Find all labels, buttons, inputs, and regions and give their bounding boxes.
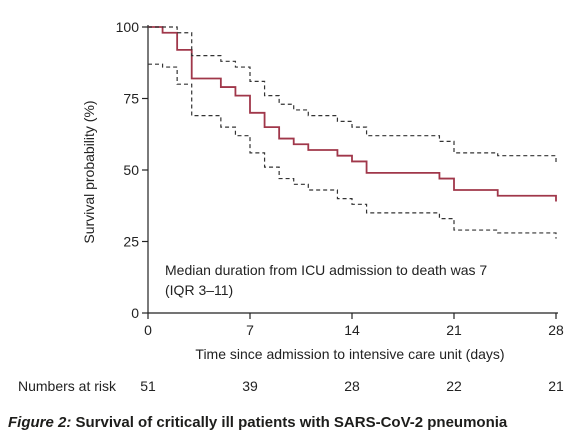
x-tick-label: 14 xyxy=(344,322,360,338)
x-axis-title: Time since admission to intensive care u… xyxy=(195,346,504,362)
numbers-at-risk-value: 39 xyxy=(242,378,258,394)
survival-lower-ci-line xyxy=(148,63,557,239)
annotation-line-1: Median duration from ICU admission to de… xyxy=(165,262,487,278)
annotation-line-2: (IQR 3–11) xyxy=(165,282,233,298)
y-tick-label: 0 xyxy=(131,305,139,321)
survival-estimate-line xyxy=(148,26,557,202)
x-tick-label: 21 xyxy=(446,322,462,338)
figure-caption-text: Survival of critically ill patients with… xyxy=(75,414,508,431)
x-tick-label: 28 xyxy=(548,322,564,338)
chart-series-layer xyxy=(148,26,557,239)
chart-text-layer: Median duration from ICU admission to de… xyxy=(18,19,564,394)
y-tick-label: 100 xyxy=(116,19,140,35)
numbers-at-risk-value: 21 xyxy=(548,378,564,394)
y-tick-label: 25 xyxy=(123,234,139,250)
survival-upper-ci-line xyxy=(148,26,557,165)
x-tick-label: 7 xyxy=(246,322,254,338)
figure-caption: Figure 2: Survival of critically ill pat… xyxy=(8,414,507,431)
numbers-at-risk-value: 22 xyxy=(446,378,462,394)
y-tick-label: 50 xyxy=(123,162,139,178)
numbers-at-risk-value: 51 xyxy=(140,378,156,394)
survival-chart: Median duration from ICU admission to de… xyxy=(18,19,564,394)
y-axis-title: Survival probability (%) xyxy=(81,100,97,243)
y-tick-label: 75 xyxy=(123,91,139,107)
chart-axes xyxy=(142,25,558,319)
figure-label: Figure 2: xyxy=(8,414,72,431)
numbers-at-risk-label: Numbers at risk xyxy=(18,378,117,394)
x-tick-label: 0 xyxy=(144,322,152,338)
numbers-at-risk-value: 28 xyxy=(344,378,360,394)
